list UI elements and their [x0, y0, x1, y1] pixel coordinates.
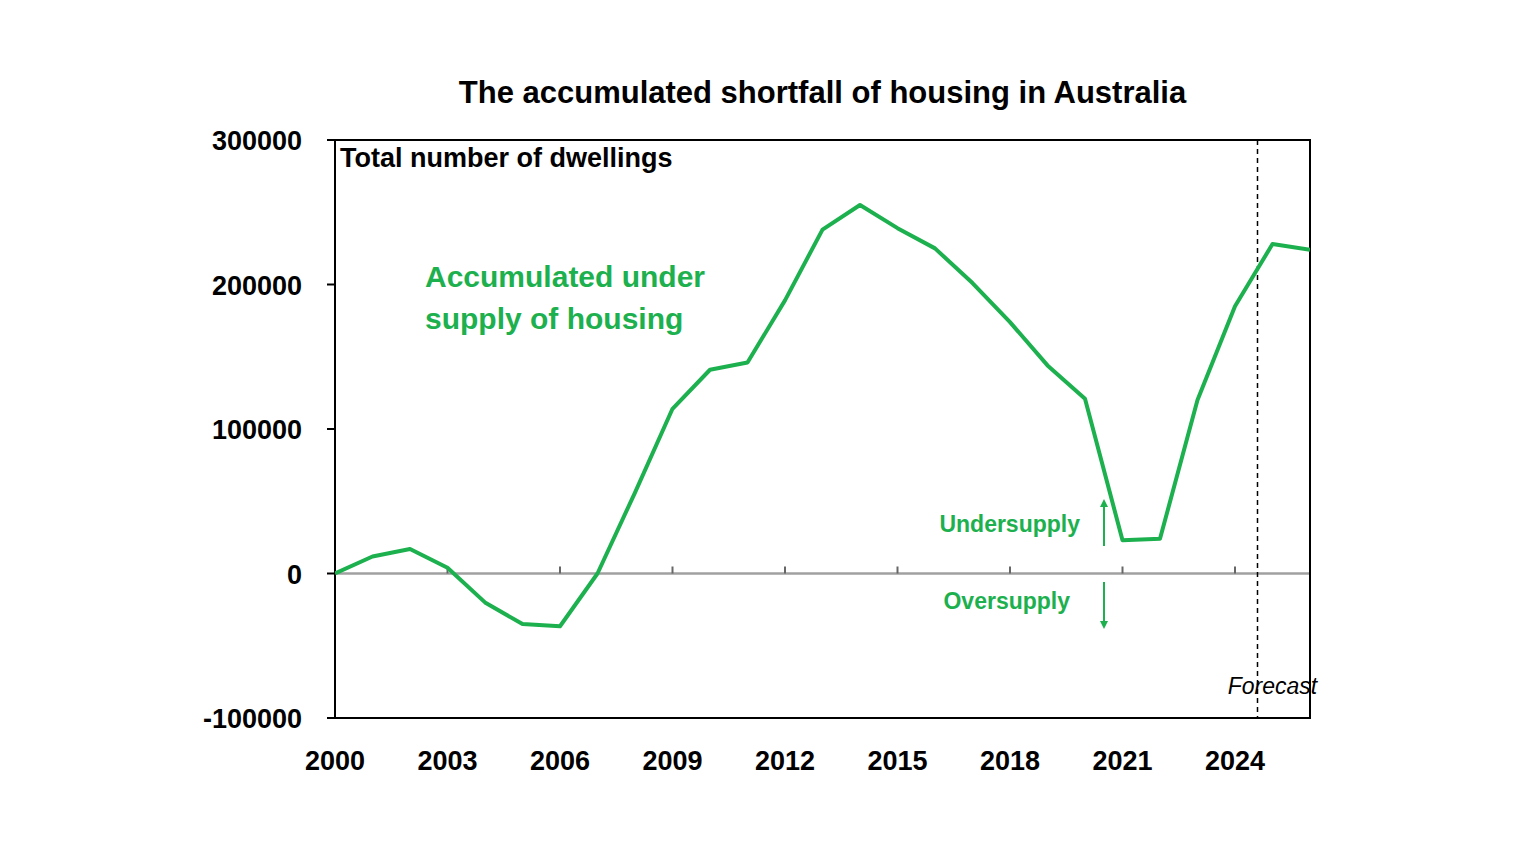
series-line — [335, 205, 1310, 626]
title: The accumulated shortfall of housing in … — [459, 75, 1187, 110]
y-tick-label: 0 — [287, 560, 302, 590]
y-tick-label: 200000 — [212, 271, 302, 301]
zero-line — [335, 572, 1310, 575]
x-tick-label: 2000 — [305, 746, 365, 776]
x-tick — [1234, 567, 1236, 574]
x-tick-label: 2015 — [867, 746, 927, 776]
x-tick — [672, 567, 674, 574]
series-label: Accumulated under — [425, 260, 705, 293]
x-tick — [1009, 567, 1011, 574]
y-axis-label: Total number of dwellings — [340, 143, 673, 173]
x-tick — [559, 567, 561, 574]
x-tick-label: 2003 — [417, 746, 477, 776]
y-tick — [327, 284, 335, 286]
y-tick — [327, 139, 335, 141]
y-tick — [327, 573, 335, 575]
y-tick — [327, 428, 335, 430]
forecast-line — [1257, 140, 1259, 718]
undersupply-label: Undersupply — [939, 511, 1080, 537]
x-tick-label: 2024 — [1205, 746, 1265, 776]
up-arrow — [1103, 504, 1105, 546]
forecast-label: Forecast — [1228, 673, 1319, 699]
oversupply-label: Oversupply — [943, 588, 1070, 614]
plot-frame — [335, 140, 1310, 718]
down-arrowhead — [1100, 621, 1108, 629]
x-tick-label: 2006 — [530, 746, 590, 776]
y-tick-label: 100000 — [212, 415, 302, 445]
series-label: supply of housing — [425, 302, 683, 335]
x-tick — [897, 567, 899, 574]
x-tick-label: 2009 — [642, 746, 702, 776]
chart: The accumulated shortfall of housing in … — [0, 0, 1536, 866]
y-tick-label: -100000 — [203, 704, 302, 734]
x-tick-label: 2021 — [1092, 746, 1152, 776]
down-arrow — [1103, 582, 1105, 624]
x-tick — [1122, 567, 1124, 574]
y-tick-label: 300000 — [212, 126, 302, 156]
x-tick-label: 2012 — [755, 746, 815, 776]
x-tick — [784, 567, 786, 574]
up-arrowhead — [1100, 499, 1108, 507]
x-tick-label: 2018 — [980, 746, 1040, 776]
series-group — [335, 205, 1310, 626]
y-tick — [327, 717, 335, 719]
